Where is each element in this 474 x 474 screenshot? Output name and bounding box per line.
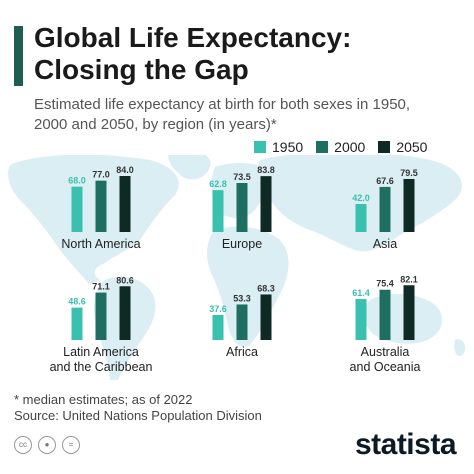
legend-item-2000: 2000 [316, 139, 365, 155]
source-note: Source: United Nations Population Divisi… [14, 408, 262, 423]
bar-5-1950 [355, 299, 367, 340]
bar-0-1950 [71, 186, 83, 232]
legend: 1950 2000 2050 [254, 139, 440, 155]
equals-icon[interactable]: = [62, 436, 80, 454]
map-greenland [168, 155, 211, 180]
subtitle: Estimated life expectancy at birth for b… [34, 95, 454, 135]
category-label-5-0: Australia [361, 345, 410, 359]
data-label-1-1950: 62.8 [209, 179, 227, 189]
person-icon[interactable]: ● [38, 436, 56, 454]
data-label-0-1950: 68.0 [68, 176, 86, 186]
bar-5-2050 [403, 285, 415, 340]
legend-item-1950: 1950 [254, 139, 303, 155]
data-label-3-2000: 71.1 [92, 282, 110, 292]
legend-label-2050: 2050 [396, 139, 428, 155]
data-label-1-2000: 73.5 [233, 172, 251, 182]
map-north-america [8, 155, 179, 285]
data-label-4-2050: 68.3 [257, 283, 275, 293]
data-label-5-2050: 82.1 [400, 274, 418, 284]
bar-4-1950 [212, 314, 224, 340]
data-label-3-1950: 48.6 [68, 297, 86, 307]
legend-label-2000: 2000 [334, 139, 366, 155]
data-label-5-2000: 75.4 [376, 279, 394, 289]
data-label-0-2000: 77.0 [92, 170, 110, 180]
map-new-zealand [454, 339, 466, 357]
bar-1-2000 [236, 183, 248, 232]
bar-4-2000 [236, 304, 248, 340]
page-title: Global Life Expectancy: Closing the Gap [34, 22, 351, 86]
bar-group-0: 68.0 77.0 84.0 North America [61, 165, 140, 251]
bar-3-1950 [71, 307, 83, 340]
bar-group-2: 42.0 67.6 79.5 Asia [352, 168, 418, 251]
bar-0-2050 [119, 176, 131, 232]
bar-5-2000 [379, 289, 391, 340]
category-label-3-1: and the Caribbean [50, 360, 153, 374]
footnote: * median estimates; as of 2022 [14, 392, 193, 407]
category-label-2-0: Asia [373, 237, 397, 251]
category-label-1-0: Europe [222, 237, 262, 251]
category-label-5-1: and Oceania [350, 360, 421, 374]
title-line-2: Closing the Gap [34, 54, 249, 85]
data-label-2-2000: 67.6 [376, 176, 394, 186]
bar-3-2050 [119, 286, 131, 340]
data-label-5-1950: 61.4 [352, 288, 370, 298]
bar-4-2050 [260, 294, 272, 340]
data-label-4-1950: 37.6 [209, 304, 227, 314]
bar-1-1950 [212, 190, 224, 232]
data-label-2-1950: 42.0 [352, 193, 370, 203]
data-label-4-2000: 53.3 [233, 293, 251, 303]
legend-swatch-2000 [316, 141, 329, 153]
bar-2-1950 [355, 204, 367, 232]
bar-2-2050 [403, 179, 415, 232]
data-label-2-2050: 79.5 [400, 168, 418, 178]
bar-group-4: 37.6 53.3 68.3 Africa [209, 283, 275, 359]
data-label-0-2050: 84.0 [116, 165, 134, 175]
data-label-3-2050: 80.6 [116, 275, 134, 285]
subtitle-line-1: Estimated life expectancy at birth for b… [34, 96, 411, 113]
cc-icon[interactable]: cc [14, 436, 32, 454]
legend-swatch-2050 [378, 141, 391, 153]
subtitle-line-2: 2000 and 2050, by region (in years)* [34, 116, 277, 133]
bar-2-2000 [379, 186, 391, 232]
license-icons: cc ● = [14, 436, 86, 454]
bar-1-2050 [260, 176, 272, 232]
statista-logo[interactable]: statista [354, 428, 457, 461]
bar-3-2000 [95, 292, 107, 340]
legend-swatch-1950 [254, 141, 266, 153]
category-label-0-0: North America [61, 237, 140, 251]
category-label-3-0: Latin America [63, 345, 139, 359]
bar-group-1: 62.8 73.5 83.8 Europe [209, 165, 275, 251]
legend-label-1950: 1950 [272, 139, 304, 155]
bar-0-2000 [95, 180, 107, 232]
data-label-1-2050: 83.8 [257, 165, 275, 175]
title-line-1: Global Life Expectancy: [34, 22, 352, 53]
legend-item-2050: 2050 [378, 139, 427, 155]
accent-bar [14, 26, 23, 86]
category-label-4-0: Africa [226, 345, 258, 359]
